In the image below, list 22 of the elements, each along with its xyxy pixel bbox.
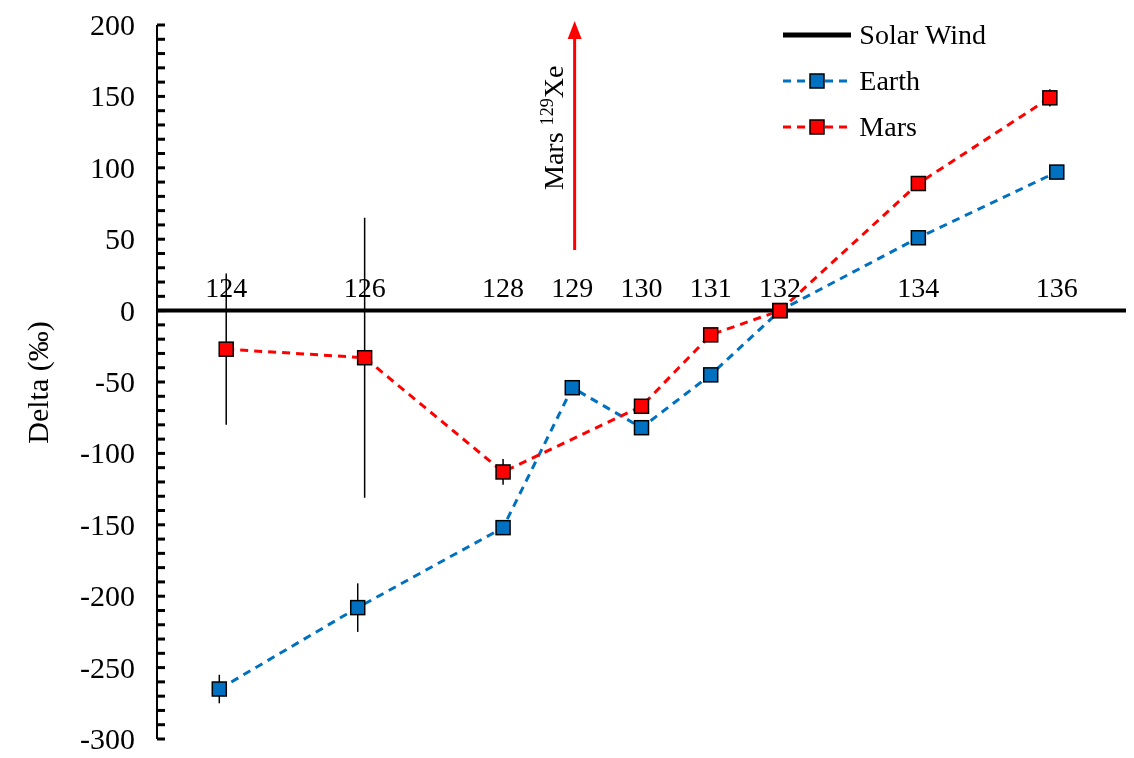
y-tick-label: 50 — [105, 222, 135, 256]
y-tick-label: 0 — [120, 293, 135, 327]
y-tick-label: -50 — [95, 365, 135, 398]
y-tick-label: -200 — [80, 579, 135, 613]
y-tick-label: -300 — [80, 722, 135, 755]
x-tick-label: 130 — [620, 272, 663, 303]
legend-label: Earth — [859, 64, 920, 98]
y-tick-label: 100 — [90, 150, 135, 184]
y-tick-label: -150 — [80, 507, 135, 541]
y-tick-label: -100 — [80, 436, 135, 470]
y-tick-label: -250 — [80, 650, 135, 684]
x-tick-label: 131 — [689, 272, 732, 303]
legend-label: Mars — [859, 110, 917, 144]
x-tick-label: 136 — [1035, 272, 1078, 303]
x-tick-label: 134 — [897, 272, 940, 303]
x-tick-label: 132 — [758, 272, 801, 303]
y-axis-title: Delta (‰) — [21, 321, 55, 444]
legend-label: Solar Wind — [859, 18, 986, 52]
x-tick-label: 128 — [482, 272, 525, 303]
y-tick-label: 200 — [90, 8, 135, 41]
y-tick-label: 150 — [90, 79, 135, 113]
x-tick-label: 129 — [551, 272, 594, 303]
